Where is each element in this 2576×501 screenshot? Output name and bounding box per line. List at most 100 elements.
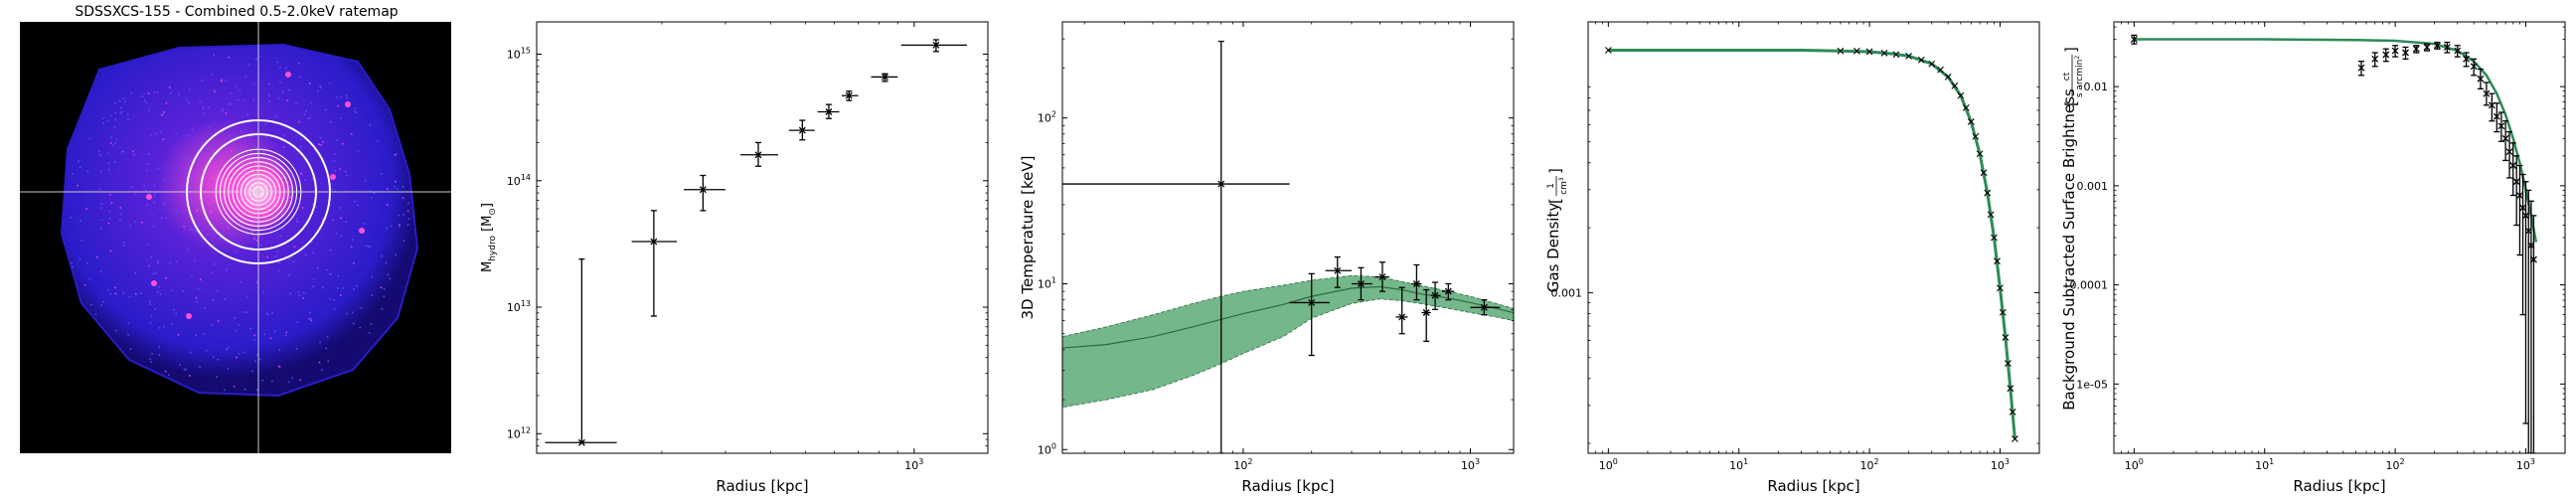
sb-point (2488, 92, 2496, 122)
x-marker (2463, 55, 2471, 63)
density-marker (1962, 103, 1970, 111)
mass-point (788, 119, 815, 141)
sb-point (2443, 41, 2451, 54)
density-marker (1951, 82, 1959, 89)
plot-area (2130, 34, 2538, 453)
y-tick-label: 102 (1038, 110, 1056, 125)
temperature-point (1430, 281, 1441, 310)
density-marker (1987, 211, 1995, 219)
y-axis-label-text: Mhydro [M⊙] (480, 203, 498, 272)
x-marker (882, 73, 888, 81)
ratemap-title: SDSSXCS-155 - Combined 0.5-2.0keV ratema… (75, 4, 398, 20)
x-marker (798, 126, 806, 134)
x-marker (1422, 309, 1430, 316)
density-marker (2002, 334, 2010, 341)
density-model-line (1608, 49, 2016, 439)
density-marker (1928, 60, 1936, 68)
y-tick-label: 101 (1038, 275, 1056, 290)
density-marker (2012, 435, 2018, 442)
density-marker (1972, 132, 1980, 140)
y-tick-label: 0.0001 (2070, 279, 2109, 292)
y-tick-label: 1e-05 (2076, 378, 2108, 391)
density-marker (1880, 50, 1888, 57)
sb-point (2382, 48, 2390, 63)
y-label-fraction-num: ct (2062, 72, 2072, 81)
bracket-right: ] (1546, 168, 1564, 174)
mass-point (900, 39, 967, 53)
sb-point (2391, 45, 2399, 58)
model-uncertainty-band (1062, 274, 1514, 409)
x-marker (2402, 49, 2409, 57)
sb-point (2483, 82, 2491, 106)
x-marker (2512, 178, 2520, 186)
x-marker (2505, 148, 2513, 156)
mass-profile-panel: 103 1012 1013 1014 1015 Radius [kpc] Mhydro [M… (480, 21, 989, 495)
temperature-point (1441, 282, 1455, 301)
density-marker (1905, 52, 1913, 60)
x-marker (2483, 89, 2491, 97)
point-source (285, 72, 291, 78)
sb-point (2512, 155, 2520, 227)
x-axis-label: Radius [kpc] (716, 477, 808, 495)
plot-area (1062, 40, 1514, 453)
x-tick-label: 103 (2516, 457, 2535, 472)
x-marker (2470, 63, 2478, 71)
sb-point (2493, 102, 2500, 133)
y-tick-label: 1013 (507, 299, 531, 314)
density-marker (1944, 74, 1952, 81)
x-axis-label: Radius [kpc] (2293, 477, 2385, 495)
sb-point (2521, 181, 2529, 424)
sb-point (2371, 52, 2379, 68)
y-label-fraction-den: s arcmin2 (2074, 56, 2085, 98)
ratemap-image[interactable] (20, 22, 451, 453)
x-tick-label: 103 (904, 457, 923, 472)
x-marker (2519, 204, 2526, 212)
x-tick-label: 101 (1729, 457, 1748, 472)
sb-point (2505, 130, 2513, 179)
x-tick-label: 100 (1599, 457, 1618, 472)
x-marker (577, 438, 585, 446)
x-tick-label: 102 (2386, 457, 2405, 472)
x-marker (2454, 47, 2462, 55)
point-source (359, 228, 365, 234)
mass-point (631, 210, 678, 317)
temperature-point (1421, 288, 1431, 342)
density-marker (1604, 47, 1612, 54)
x-marker (2509, 162, 2517, 169)
temperature-profile-panel: 102 103 100 101 102 Radius [kpc] 3D Temperatur… (1019, 21, 1515, 495)
axes-frame (536, 21, 989, 454)
x-marker (2497, 122, 2505, 130)
density-marker (2007, 385, 2014, 393)
x-marker (1334, 266, 1342, 274)
x-marker (1217, 180, 1225, 188)
x-marker (2371, 55, 2379, 63)
y-tick-label: 1012 (507, 425, 531, 440)
bracket-right: ] (2062, 47, 2080, 53)
x-axis-label: Radius [kpc] (1767, 477, 1859, 495)
x-marker (2515, 192, 2523, 199)
point-source (345, 101, 351, 107)
x-marker (1357, 280, 1365, 287)
density-marker (1957, 91, 1965, 99)
y-tick-label: 0.01 (2084, 81, 2109, 93)
ratemap-panel: SDSSXCS-155 - Combined 0.5-2.0keV ratema… (20, 4, 451, 453)
minor-ticks (1587, 22, 2039, 453)
x-marker (932, 41, 940, 49)
sb-point (2412, 45, 2420, 54)
x-tick-label: 102 (1860, 457, 1879, 472)
temperature-point (1351, 266, 1372, 301)
sb-point (2519, 173, 2526, 316)
axes-frame (2113, 21, 2566, 454)
temperature-point (1325, 255, 1352, 288)
x-marker (1378, 273, 1386, 281)
y-tick-label: 1015 (507, 46, 531, 61)
surface-brightness-panel: 100 101 102 103 1e-05 0.0001 0.001 0.01 Radius [… (2060, 21, 2566, 495)
x-marker (1444, 287, 1452, 295)
x-tick-label: 100 (2125, 457, 2144, 472)
y-axis-label: Gas Density 1 cm3 [] (1544, 168, 1569, 292)
sb-point (2433, 41, 2441, 50)
plot-area (1604, 47, 2018, 442)
y-axis-label: 3D Temperature [keV] (1019, 156, 1037, 320)
y-tick-label: 0.001 (1551, 286, 1583, 299)
